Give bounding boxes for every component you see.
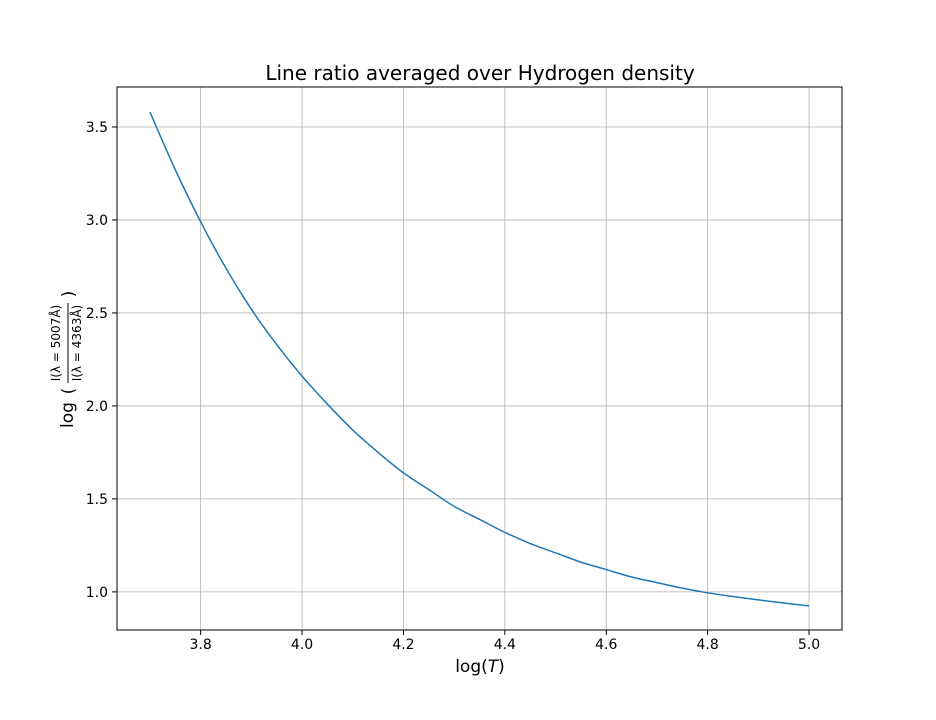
y-axis-label-numerator: I(λ = 5007Å) — [48, 305, 63, 381]
y-tick-label: 3.5 — [86, 120, 108, 136]
y-axis-label: log ( I(λ = 5007Å) I(λ = 4363Å) ) — [48, 291, 84, 428]
y-tick-label: 1.0 — [86, 585, 108, 601]
x-axis-label: log(T) — [455, 657, 505, 677]
x-axis-label-prefix: log( — [455, 657, 488, 677]
x-axis: 3.8 4.0 4.2 4.4 4.6 4.8 5.0 — [190, 630, 820, 653]
grid — [117, 87, 842, 630]
x-tick-label: 4.8 — [697, 637, 719, 653]
y-axis-label-prefix: log — [58, 402, 78, 428]
chart-title: Line ratio averaged over Hydrogen densit… — [265, 61, 695, 85]
series-layer — [149, 111, 810, 607]
x-axis-label-var: T — [488, 657, 500, 677]
y-axis: 1.0 1.5 2.0 2.5 3.0 3.5 — [86, 120, 117, 601]
x-tick-label: 4.0 — [291, 637, 313, 653]
y-axis-label-close-paren: ) — [59, 291, 79, 298]
x-axis-label-suffix: ) — [498, 657, 505, 677]
x-tick-label: 4.2 — [392, 637, 414, 653]
x-tick-label: 4.6 — [595, 637, 617, 653]
y-tick-label: 1.5 — [86, 492, 108, 508]
y-tick-label: 2.0 — [86, 399, 108, 415]
x-tick-label: 5.0 — [798, 637, 820, 653]
y-axis-label-denominator: I(λ = 4363Å) — [69, 305, 84, 381]
x-tick-label: 3.8 — [190, 637, 212, 653]
y-axis-label-open-paren: ( — [59, 388, 79, 395]
y-tick-label: 3.0 — [86, 213, 108, 229]
series-line — [149, 111, 810, 607]
x-tick-label: 4.4 — [494, 637, 516, 653]
y-tick-label: 2.5 — [86, 306, 108, 322]
plot-frame — [116, 86, 843, 631]
